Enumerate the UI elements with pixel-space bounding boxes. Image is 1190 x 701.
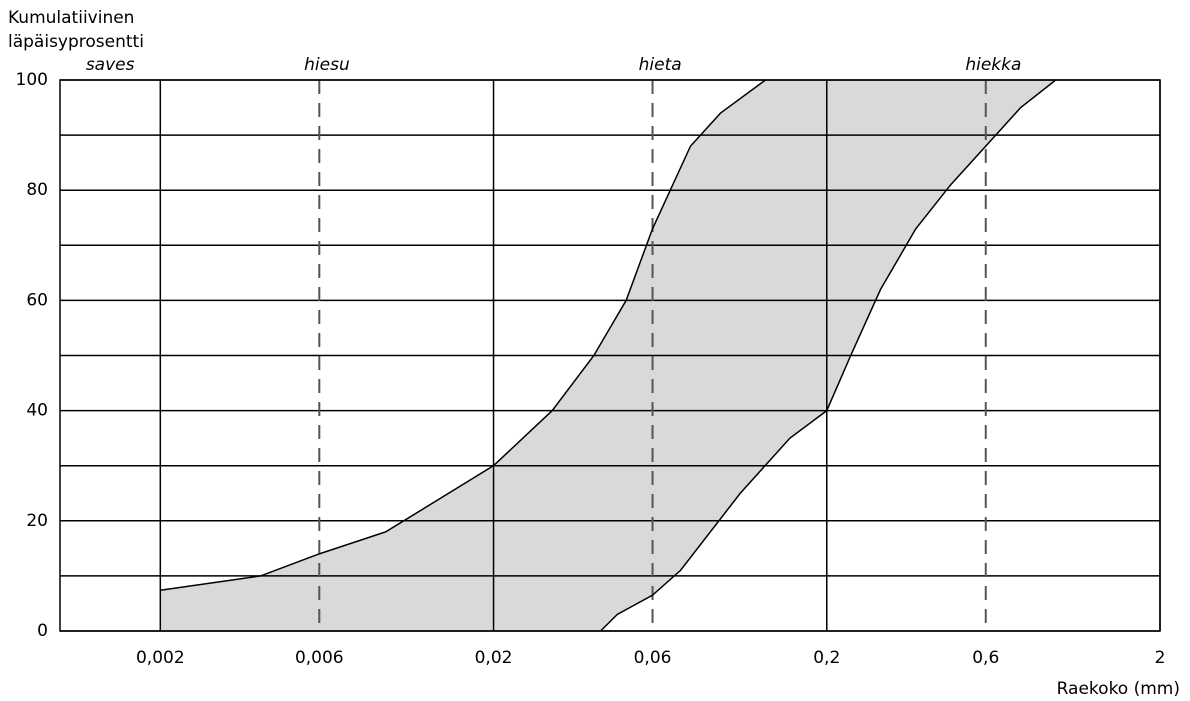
x-tick-label: 0,002: [136, 648, 185, 668]
x-tick-label: 0,02: [475, 648, 513, 668]
zone-label: hiesu: [304, 55, 350, 75]
zone-label: saves: [86, 55, 135, 75]
y-axis-title: Kumulatiivinen: [8, 8, 134, 28]
x-tick-label: 0,06: [634, 648, 672, 668]
zone-label: hieta: [639, 55, 682, 75]
y-tick-label: 20: [26, 511, 48, 531]
plot-frame: [59, 79, 1161, 632]
envelope-line: [160, 79, 766, 591]
x-tick-label: 2: [1155, 648, 1166, 668]
zone-label: hiekka: [965, 55, 1021, 75]
x-tick-label: 0,006: [295, 648, 344, 668]
x-tick-label: 0,6: [972, 648, 999, 668]
envelope-line: [600, 79, 1057, 632]
y-tick-label: 40: [26, 401, 48, 421]
x-tick-label: 0,2: [813, 648, 840, 668]
y-axis-title: läpäisyprosentti: [8, 32, 144, 52]
y-tick-label: 0: [37, 621, 48, 641]
x-axis-title: Raekoko (mm): [1057, 679, 1180, 699]
y-tick-label: 60: [26, 290, 48, 310]
y-tick-label: 100: [16, 70, 48, 90]
y-tick-label: 80: [26, 180, 48, 200]
